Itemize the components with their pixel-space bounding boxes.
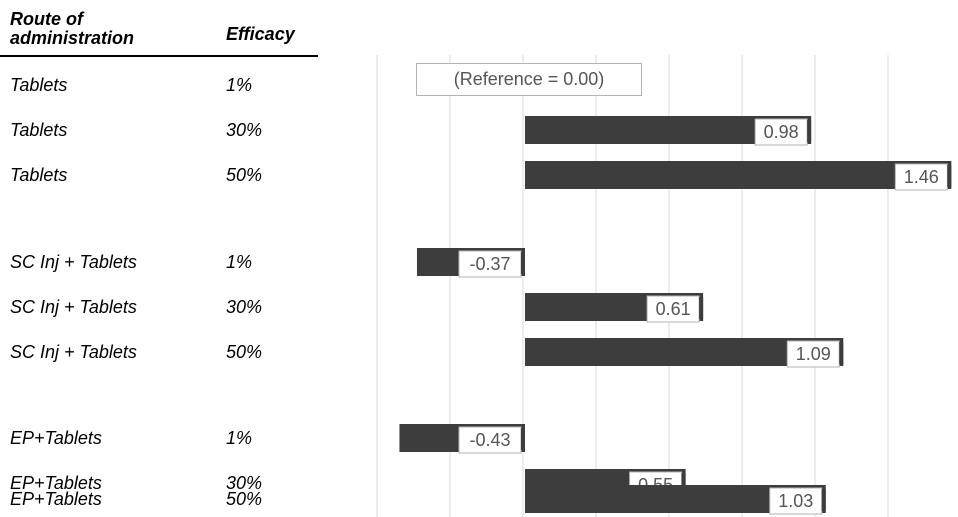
route-label: EP+Tablets [10, 489, 102, 509]
header-rule [0, 55, 318, 57]
route-label: SC Inj + Tablets [10, 342, 137, 362]
bar-end-marker [839, 342, 844, 364]
route-header-line1: Route of [10, 9, 83, 29]
data-label: 0.61 [646, 295, 700, 323]
svg-text:-0.43: -0.43 [469, 430, 510, 450]
efficacy-label: 1% [226, 252, 253, 272]
svg-text:0.98: 0.98 [764, 122, 799, 142]
route-label: Tablets [10, 120, 68, 140]
efficacy-label: 30% [226, 297, 263, 317]
reference-label: (Reference = 0.00) [416, 63, 642, 96]
route-label: EP+Tablets [10, 473, 102, 493]
efficacy-column-header: Efficacy [226, 24, 295, 44]
svg-text:1.03: 1.03 [778, 491, 813, 511]
svg-text:1.09: 1.09 [796, 344, 831, 364]
svg-text:-0.37: -0.37 [469, 254, 510, 274]
svg-text:1.46: 1.46 [904, 167, 939, 187]
bar-end-marker [807, 120, 812, 142]
data-label: -0.43 [458, 426, 522, 454]
bar-end-marker [521, 428, 525, 450]
route-label: Tablets [10, 165, 68, 185]
efficacy-label: 1% [226, 428, 253, 448]
bar [525, 161, 952, 189]
route-header-line2: administration [10, 28, 135, 48]
data-label: 0.98 [754, 118, 808, 146]
efficacy-label: 50% [226, 489, 263, 509]
svg-text:0.61: 0.61 [656, 299, 691, 319]
bar-end-marker [521, 252, 525, 274]
data-label: 1.09 [786, 340, 840, 368]
efficacy-label: 50% [226, 165, 263, 185]
route-label: SC Inj + Tablets [10, 297, 137, 317]
data-label: -0.37 [458, 250, 522, 278]
data-label: 1.46 [894, 163, 948, 191]
route-label: Tablets [10, 75, 68, 95]
data-label: 1.03 [769, 487, 823, 515]
route-label: EP+Tablets [10, 428, 102, 448]
route-column-header: Route of administration [10, 10, 210, 48]
efficacy-label: 30% [226, 120, 263, 140]
bar-end-marker [821, 489, 826, 511]
efficacy-label: 50% [226, 342, 263, 362]
bar-end-marker [947, 165, 952, 187]
route-label: SC Inj + Tablets [10, 252, 137, 272]
bar-end-marker [681, 473, 686, 495]
efficacy-label: 1% [226, 75, 253, 95]
efficacy-label: 30% [226, 473, 263, 493]
bar-end-marker [699, 297, 704, 319]
